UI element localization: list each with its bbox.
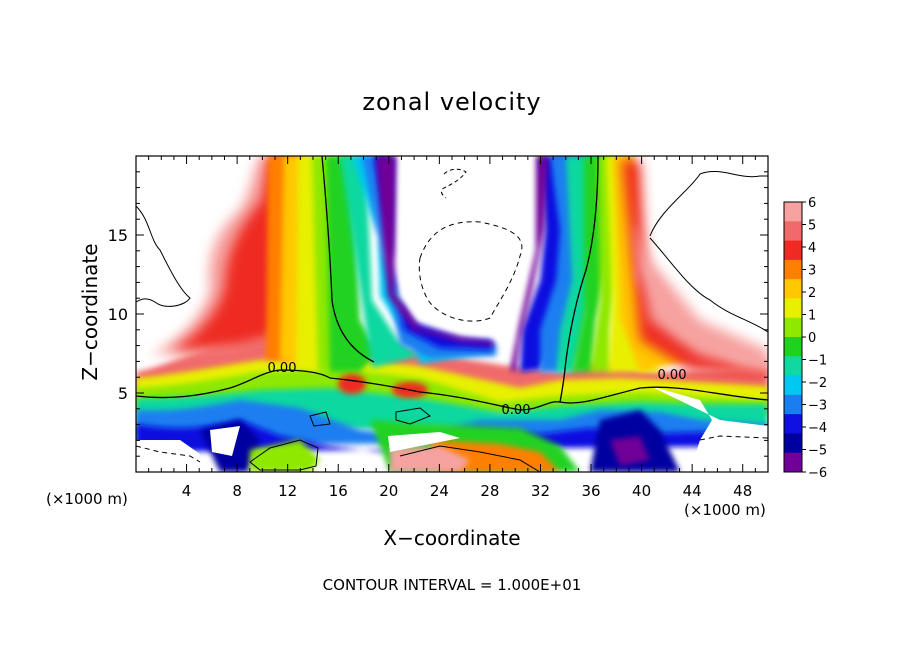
x-tick-label: 48 — [733, 482, 752, 500]
x-tick-label: 16 — [329, 482, 348, 500]
colorbar-swatch — [784, 317, 802, 338]
x-tick-label: 36 — [581, 482, 600, 500]
dashed-contour-center — [418, 221, 523, 322]
hole-small-left — [210, 426, 240, 456]
colorbar-swatch — [784, 337, 802, 357]
x-axis-ticks: 4 8 12 16 20 24 28 32 36 40 44 48 — [148, 156, 756, 500]
dashed-contour-lower-right — [699, 435, 768, 441]
zero-contour — [136, 369, 768, 411]
colorbar-swatch — [784, 356, 802, 377]
colorbar-tick-label: −2 — [808, 376, 827, 391]
colorbar-tick-label: 0 — [808, 331, 816, 346]
colorbar-tick-label: −3 — [808, 399, 827, 414]
center-purple-edge — [376, 156, 494, 346]
colorbar-swatch — [784, 259, 802, 280]
thin-contour-bottom — [399, 445, 541, 472]
right-contour — [559, 156, 599, 403]
colorbar-swatch — [784, 433, 802, 454]
center-contour — [321, 156, 375, 363]
colorbar-swatch — [784, 414, 802, 434]
x-units-label-right: (×1000 m) — [684, 501, 766, 519]
y-axis-label: Z−coordinate — [78, 243, 102, 381]
x-tick-label: 24 — [430, 482, 449, 500]
red-blob-1 — [338, 374, 366, 394]
colorbar-swatch — [784, 298, 802, 319]
colorbar-tick-label: 6 — [808, 196, 816, 211]
colorbar: 6 5 4 3 2 1 0 −1 −2 −3 −4 −5 −6 — [783, 196, 827, 481]
x-tick-label: 40 — [632, 482, 651, 500]
colorbar-tick-label: 2 — [808, 286, 816, 301]
colorbar-swatch — [784, 279, 802, 299]
colorbar-swatch — [784, 221, 802, 242]
contour-label: 0.00 — [502, 403, 531, 418]
colorbar-tick-label: −1 — [808, 354, 827, 369]
colorbar-swatch — [784, 202, 802, 222]
thin-contour-right-top — [649, 170, 768, 237]
contour-interval-note: CONTOUR INTERVAL = 1.000E+01 — [322, 576, 582, 594]
colorbar-tick-label: 3 — [808, 264, 816, 279]
x-units-label-left: (×1000 m) — [46, 490, 128, 508]
x-tick-label: 12 — [278, 482, 297, 500]
hole-lower-left — [136, 440, 200, 472]
center-plume-blue — [362, 156, 496, 358]
x-tick-label: 20 — [379, 482, 398, 500]
colorbar-swatch — [784, 240, 802, 261]
chart-title: zonal velocity — [362, 88, 542, 116]
colorbar-tick-label: 4 — [808, 241, 816, 256]
closed-contour-lower-left — [249, 439, 319, 471]
colorbar-tick-label: 1 — [808, 309, 816, 324]
colorbar-tick-label: 5 — [808, 219, 816, 234]
contour-label: 0.00 — [268, 361, 297, 376]
y-tick-label: 10 — [108, 305, 128, 324]
hole-center — [388, 432, 460, 452]
colorbar-tick-label: −5 — [808, 444, 827, 459]
colorbar-swatch — [784, 375, 802, 396]
x-tick-label: 8 — [232, 482, 242, 500]
y-tick-label: 15 — [108, 226, 128, 245]
colorbar-tick-label: −4 — [808, 421, 827, 436]
thin-contour-left — [136, 205, 191, 307]
thin-contour-right — [649, 237, 768, 333]
center-plume-green2 — [326, 156, 378, 372]
colorbar-swatch — [784, 394, 802, 415]
surface-pink-core — [390, 446, 470, 472]
center-plume-cyan — [340, 156, 420, 368]
colorbar-tick-label: −6 — [808, 466, 827, 481]
right-plume-pink — [632, 220, 768, 372]
x-tick-label: 44 — [683, 482, 702, 500]
x-tick-label: 4 — [182, 482, 192, 500]
hole-lower-right — [650, 386, 768, 472]
dashed-contour-top — [440, 168, 467, 199]
dashed-contour-lower-left — [136, 445, 201, 463]
contour-label: 0.00 — [658, 368, 687, 383]
x-axis-label: X−coordinate — [383, 526, 521, 550]
colorbar-swatch — [784, 452, 802, 473]
x-tick-label: 32 — [531, 482, 550, 500]
closed-contour-small — [309, 411, 331, 427]
closed-contour-center — [395, 407, 431, 425]
lower-left-green — [250, 440, 320, 472]
velocity-field — [136, 156, 768, 472]
x-tick-label: 28 — [480, 482, 499, 500]
right-purple-edge — [510, 156, 548, 372]
y-tick-label: 5 — [118, 384, 128, 403]
lower-right-purple — [610, 436, 650, 466]
y-axis-ticks: 5 10 15 — [108, 171, 768, 457]
